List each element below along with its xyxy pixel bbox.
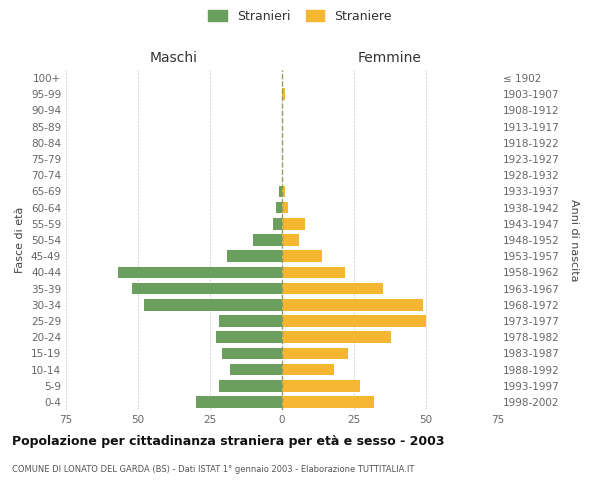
Bar xyxy=(227,250,282,262)
Bar xyxy=(282,396,374,407)
Text: Maschi: Maschi xyxy=(150,51,198,65)
Bar xyxy=(118,266,282,278)
Bar xyxy=(282,218,305,230)
Bar xyxy=(144,299,282,310)
Bar xyxy=(282,250,322,262)
Bar xyxy=(282,266,346,278)
Text: Popolazione per cittadinanza straniera per età e sesso - 2003: Popolazione per cittadinanza straniera p… xyxy=(12,435,445,448)
Bar xyxy=(230,364,282,376)
Bar xyxy=(279,186,282,198)
Bar xyxy=(282,234,299,246)
Bar xyxy=(282,332,391,343)
Bar xyxy=(253,234,282,246)
Bar xyxy=(282,380,360,392)
Bar xyxy=(132,282,282,294)
Text: COMUNE DI LONATO DEL GARDA (BS) - Dati ISTAT 1° gennaio 2003 - Elaborazione TUTT: COMUNE DI LONATO DEL GARDA (BS) - Dati I… xyxy=(12,465,415,474)
Bar xyxy=(218,380,282,392)
Bar xyxy=(216,332,282,343)
Bar xyxy=(276,202,282,213)
Bar xyxy=(282,299,423,310)
Bar xyxy=(218,315,282,327)
Bar xyxy=(282,186,285,198)
Bar xyxy=(196,396,282,407)
Text: Femmine: Femmine xyxy=(358,51,422,65)
Bar xyxy=(274,218,282,230)
Bar xyxy=(282,202,288,213)
Bar xyxy=(221,348,282,359)
Legend: Stranieri, Straniere: Stranieri, Straniere xyxy=(205,6,395,26)
Y-axis label: Fasce di età: Fasce di età xyxy=(16,207,25,273)
Bar xyxy=(282,88,285,100)
Bar xyxy=(282,282,383,294)
Bar xyxy=(282,348,348,359)
Bar xyxy=(282,364,334,376)
Bar xyxy=(282,315,426,327)
Y-axis label: Anni di nascita: Anni di nascita xyxy=(569,198,579,281)
